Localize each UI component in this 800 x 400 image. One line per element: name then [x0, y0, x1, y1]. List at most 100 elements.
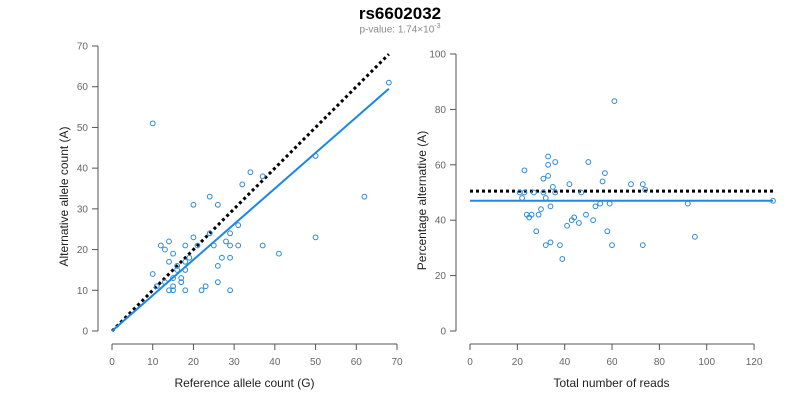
fit-line — [111, 87, 390, 332]
data-point — [227, 254, 233, 261]
y-tick-label: 100 — [429, 50, 446, 61]
y-tick-label: 10 — [77, 286, 89, 297]
x-tick-label: 50 — [310, 357, 322, 368]
data-point — [259, 173, 266, 180]
data-point — [259, 242, 266, 249]
data-point — [519, 195, 525, 201]
data-point — [542, 242, 549, 249]
scatter-panel-allele-counts: 0 10 20 30 40 50 60 70 0 10 20 30 40 50 60 70 Reference … — [57, 42, 403, 391]
data-point — [542, 195, 549, 201]
data-point — [219, 254, 225, 261]
data-point — [202, 283, 209, 290]
data-point — [592, 203, 599, 210]
data-point — [578, 189, 585, 196]
data-point — [599, 178, 606, 185]
p-value-exponent: -3 — [434, 23, 441, 30]
data-point — [585, 159, 592, 165]
data-point — [528, 211, 535, 218]
x-axis-title: Total number of reads — [553, 376, 669, 390]
data-point — [566, 181, 573, 188]
data-point — [540, 189, 547, 196]
data-point — [575, 220, 582, 226]
data-point — [182, 242, 189, 249]
data-point — [604, 228, 611, 235]
data-point — [606, 200, 613, 207]
data-point — [206, 230, 213, 237]
data-point — [174, 267, 181, 273]
x-tick-label: 80 — [654, 357, 666, 368]
y-axis-title: Alternative allele count (A) — [57, 126, 71, 266]
data-point — [564, 222, 570, 229]
y-tick-label: 40 — [435, 216, 447, 227]
x-tick-label: 20 — [512, 357, 524, 368]
data-point — [521, 189, 528, 196]
data-point — [545, 153, 552, 160]
data-point — [385, 79, 392, 86]
data-point — [162, 279, 168, 286]
data-point — [206, 193, 213, 200]
x-axis-title: Reference allele count (G) — [174, 376, 314, 390]
data-point — [178, 279, 185, 286]
data-point — [198, 287, 205, 294]
data-point — [186, 254, 193, 261]
data-point — [571, 214, 578, 221]
data-point — [214, 201, 221, 208]
data-point — [552, 159, 559, 165]
data-point — [227, 230, 233, 237]
data-point — [597, 200, 604, 207]
reference-line-dotted — [110, 53, 390, 333]
y-tick-label: 20 — [435, 271, 447, 282]
data-point — [178, 275, 185, 281]
data-point — [214, 279, 221, 286]
data-point — [538, 206, 544, 213]
y-tick-label: 0 — [440, 327, 446, 338]
data-point — [549, 184, 556, 190]
data-point — [535, 211, 542, 218]
data-point — [602, 170, 608, 177]
chart-subtitle: p-value: 1.74×10-3 — [0, 23, 800, 35]
data-point — [545, 172, 552, 179]
data-point — [611, 98, 618, 104]
data-point — [312, 153, 319, 159]
data-point — [552, 189, 559, 196]
data-point — [521, 167, 528, 174]
data-point — [312, 234, 319, 241]
data-point — [194, 242, 201, 249]
data-point — [590, 217, 596, 224]
x-tick-label: 10 — [147, 357, 159, 368]
p-value-text: p-value: 1.74×10 — [359, 24, 435, 36]
data-point — [166, 287, 172, 294]
x-tick-label: 100 — [698, 357, 715, 368]
data-point — [770, 197, 776, 204]
data-point — [547, 239, 554, 246]
data-point — [533, 228, 540, 235]
data-point — [639, 181, 646, 188]
data-point — [149, 271, 156, 277]
data-point — [174, 262, 181, 269]
y-tick-label: 60 — [77, 82, 89, 93]
data-point — [684, 200, 691, 207]
x-tick-label: 30 — [229, 357, 241, 368]
data-point — [170, 250, 176, 257]
data-point — [628, 181, 634, 188]
data-point — [239, 181, 246, 188]
data-point — [235, 242, 242, 249]
x-tick-label: 0 — [109, 357, 115, 368]
chart-title: rs6602032 — [358, 4, 442, 23]
data-point — [609, 242, 615, 249]
x-tick-label: 40 — [559, 357, 571, 368]
data-point — [545, 161, 552, 168]
y-tick-label: 70 — [77, 42, 89, 53]
y-tick-label: 80 — [435, 105, 447, 116]
data-point — [170, 287, 176, 294]
y-tick-label: 20 — [77, 245, 89, 256]
data-point — [170, 283, 176, 290]
data-point — [210, 242, 217, 249]
data-point — [557, 242, 563, 249]
x-tick-label: 20 — [188, 357, 200, 368]
data-point — [149, 120, 156, 127]
x-tick-label: 70 — [391, 357, 403, 368]
data-point — [190, 201, 197, 208]
y-tick-label: 60 — [435, 160, 447, 171]
